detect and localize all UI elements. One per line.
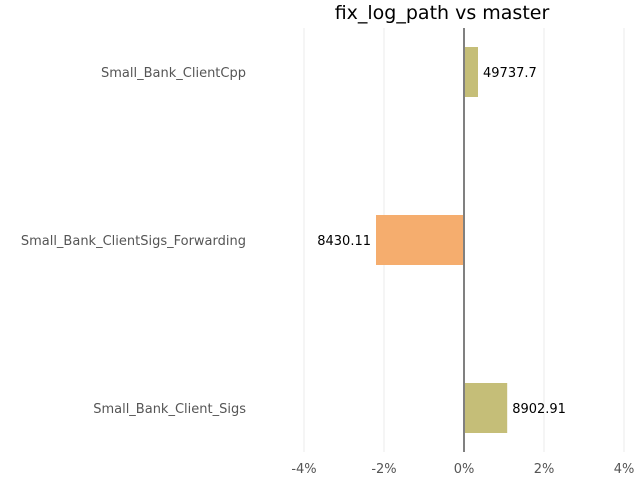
x-tick-label: -2% bbox=[371, 462, 396, 477]
data-label: 49737.7 bbox=[483, 66, 537, 81]
chart-title: fix_log_path vs master bbox=[335, 2, 550, 24]
data-label: 8902.91 bbox=[512, 402, 566, 417]
category-label: Small_Bank_ClientCpp bbox=[101, 66, 246, 81]
bars bbox=[376, 47, 508, 433]
x-tick-label: 0% bbox=[454, 462, 475, 477]
bar bbox=[464, 47, 478, 97]
category-label: Small_Bank_Client_Sigs bbox=[93, 402, 246, 417]
bar bbox=[464, 383, 508, 433]
x-tick-label: -4% bbox=[291, 462, 316, 477]
bar bbox=[376, 215, 464, 265]
x-tick-label: 4% bbox=[614, 462, 635, 477]
x-tick-label: 2% bbox=[534, 462, 555, 477]
category-label: Small_Bank_ClientSigs_Forwarding bbox=[21, 234, 246, 249]
labels: -4% -2% 0% 2% 4% Small_Bank_ClientCpp 49737.7 S… bbox=[21, 66, 634, 477]
gridlines bbox=[303, 28, 625, 452]
data-label: 8430.11 bbox=[317, 234, 371, 249]
